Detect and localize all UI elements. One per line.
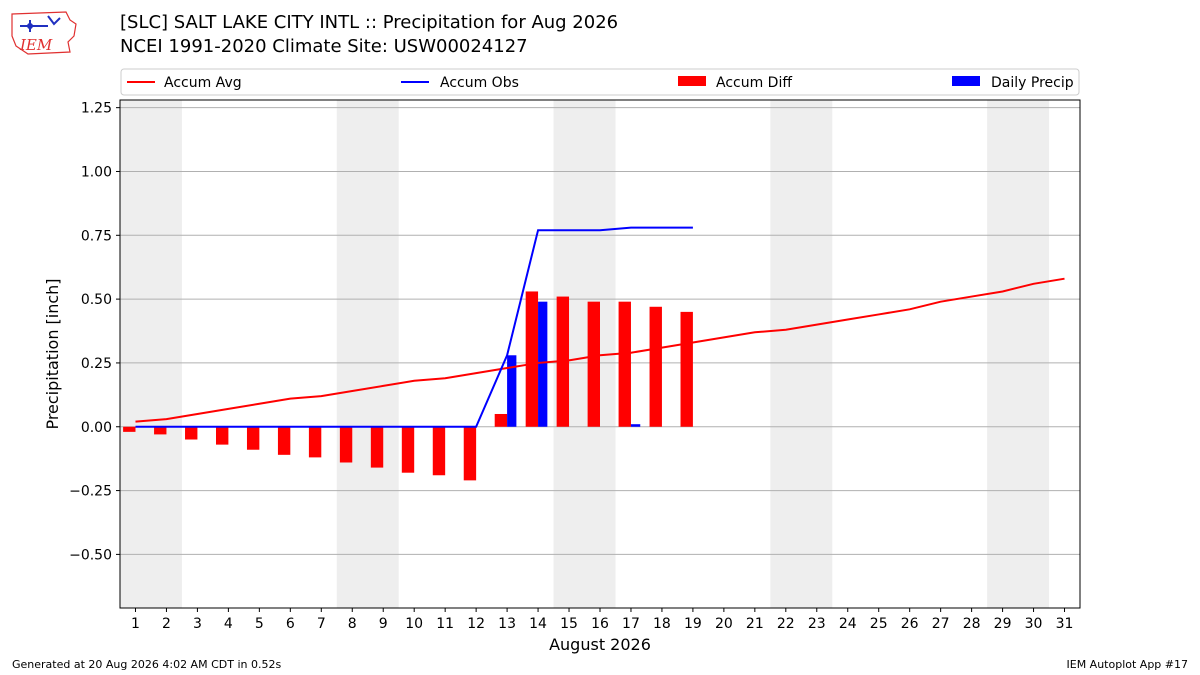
x-tick-label: 1 bbox=[131, 616, 140, 632]
iem-logo: IEM bbox=[11, 11, 77, 55]
daily-precip-bar bbox=[507, 355, 517, 427]
x-tick-label: 29 bbox=[994, 616, 1012, 632]
x-tick-label: 21 bbox=[746, 616, 764, 632]
accum-diff-bar bbox=[649, 306, 662, 427]
accum-diff-bar bbox=[494, 413, 508, 427]
x-tick-label: 23 bbox=[808, 616, 826, 632]
logo-text: IEM bbox=[19, 36, 53, 54]
precipitation-chart: 1 2 3 4 5 6 7 8 9 10 11 12 13 14 15 16 17 18 19 20 21 22 23 24 2… bbox=[43, 68, 1081, 654]
y-tick-label: 0.75 bbox=[81, 228, 112, 244]
accum-diff-bar bbox=[463, 426, 477, 481]
x-tick-label: 2 bbox=[162, 616, 171, 632]
y-axis-label: Precipitation [inch] bbox=[43, 278, 62, 429]
x-tick-label: 8 bbox=[348, 616, 357, 632]
x-tick-label: 26 bbox=[901, 616, 919, 632]
legend-label-daily-precip: Daily Precip bbox=[991, 75, 1074, 91]
x-tick-label: 7 bbox=[317, 616, 326, 632]
accum-diff-bar bbox=[401, 426, 415, 473]
x-tick-label: 15 bbox=[560, 616, 578, 632]
accum-diff-bar bbox=[525, 291, 539, 427]
x-tick-label: 16 bbox=[591, 616, 609, 632]
generated-timestamp: Generated at 20 Aug 2026 4:02 AM CDT in … bbox=[12, 658, 282, 671]
legend-box bbox=[120, 68, 1080, 96]
x-tick-label: 28 bbox=[963, 616, 981, 632]
y-axis-ticks: −0.50 −0.25 0.00 0.25 0.50 0.75 1.00 1.25 bbox=[69, 101, 120, 563]
x-tick-label: 6 bbox=[286, 616, 295, 632]
x-tick-label: 20 bbox=[715, 616, 733, 632]
legend-swatch-accum-diff bbox=[678, 76, 706, 86]
accum-diff-bar bbox=[123, 426, 136, 432]
weekend-band bbox=[336, 100, 399, 608]
daily-precip-bar bbox=[538, 301, 548, 427]
x-tick-label: 4 bbox=[224, 616, 233, 632]
accum-diff-bar bbox=[246, 426, 260, 450]
x-tick-label: 3 bbox=[193, 616, 202, 632]
accum-diff-bar bbox=[216, 426, 229, 445]
legend-label-accum-diff: Accum Diff bbox=[716, 75, 792, 91]
accum-diff-bar bbox=[277, 426, 291, 455]
accum-diff-bar bbox=[680, 311, 693, 427]
legend-swatch-daily-precip bbox=[952, 76, 980, 86]
x-axis-label: August 2026 bbox=[549, 635, 651, 654]
x-tick-label: 19 bbox=[684, 616, 702, 632]
chart-title: [SLC] SALT LAKE CITY INTL :: Precipitati… bbox=[120, 12, 619, 33]
x-tick-label: 18 bbox=[653, 616, 671, 632]
accum-diff-bar bbox=[339, 426, 353, 463]
station-dot-icon bbox=[27, 23, 33, 29]
accum-obs-line bbox=[135, 226, 693, 428]
accum-diff-bar bbox=[154, 426, 167, 435]
x-tick-label: 27 bbox=[932, 616, 950, 632]
x-tick-label: 25 bbox=[870, 616, 888, 632]
x-tick-label: 31 bbox=[1056, 616, 1074, 632]
x-tick-label: 12 bbox=[467, 616, 485, 632]
bars-layer bbox=[123, 291, 693, 481]
accum-diff-bar bbox=[308, 426, 322, 458]
y-tick-label: −0.50 bbox=[69, 547, 112, 563]
chart-subtitle: NCEI 1991-2020 Climate Site: USW00024127 bbox=[120, 36, 528, 57]
accum-diff-bar bbox=[432, 426, 446, 476]
weekend-shading bbox=[120, 100, 1050, 608]
y-tick-label: 1.25 bbox=[81, 101, 112, 117]
daily-precip-bar bbox=[630, 424, 641, 427]
accum-diff-bar bbox=[185, 426, 198, 440]
weekend-band bbox=[120, 100, 182, 608]
x-tick-label: 5 bbox=[255, 616, 264, 632]
x-tick-label: 14 bbox=[529, 616, 547, 632]
x-tick-label: 9 bbox=[379, 616, 388, 632]
y-tick-label: 0.50 bbox=[81, 292, 112, 308]
weekend-band bbox=[987, 100, 1050, 608]
y-tick-label: 1.00 bbox=[81, 164, 112, 180]
x-tick-label: 24 bbox=[839, 616, 857, 632]
accum-diff-bar bbox=[587, 301, 600, 427]
legend: Accum Avg Accum Obs Accum Diff Daily Pre… bbox=[120, 68, 1080, 96]
x-tick-label: 10 bbox=[405, 616, 423, 632]
legend-label-accum-obs: Accum Obs bbox=[440, 75, 519, 91]
y-tick-label: 0.25 bbox=[81, 356, 112, 372]
app-credit: IEM Autoplot App #17 bbox=[1066, 658, 1189, 671]
x-tick-label: 13 bbox=[498, 616, 516, 632]
accum-diff-bar bbox=[370, 426, 384, 468]
x-tick-label: 30 bbox=[1025, 616, 1043, 632]
x-tick-label: 11 bbox=[436, 616, 454, 632]
y-tick-label: 0.00 bbox=[81, 420, 112, 436]
x-axis-ticks: 1 2 3 4 5 6 7 8 9 10 11 12 13 14 15 16 17 18 19 20 21 22 23 24 2… bbox=[131, 608, 1073, 632]
iowa-outline-icon bbox=[11, 11, 77, 55]
y-tick-label: −0.25 bbox=[69, 484, 112, 500]
weekend-band bbox=[770, 100, 833, 608]
x-tick-label: 17 bbox=[622, 616, 640, 632]
x-tick-label: 22 bbox=[777, 616, 795, 632]
lines-layer bbox=[135, 226, 1065, 428]
legend-label-accum-avg: Accum Avg bbox=[164, 75, 242, 91]
accum-avg-line bbox=[135, 277, 1065, 423]
accum-diff-bar bbox=[618, 301, 631, 427]
